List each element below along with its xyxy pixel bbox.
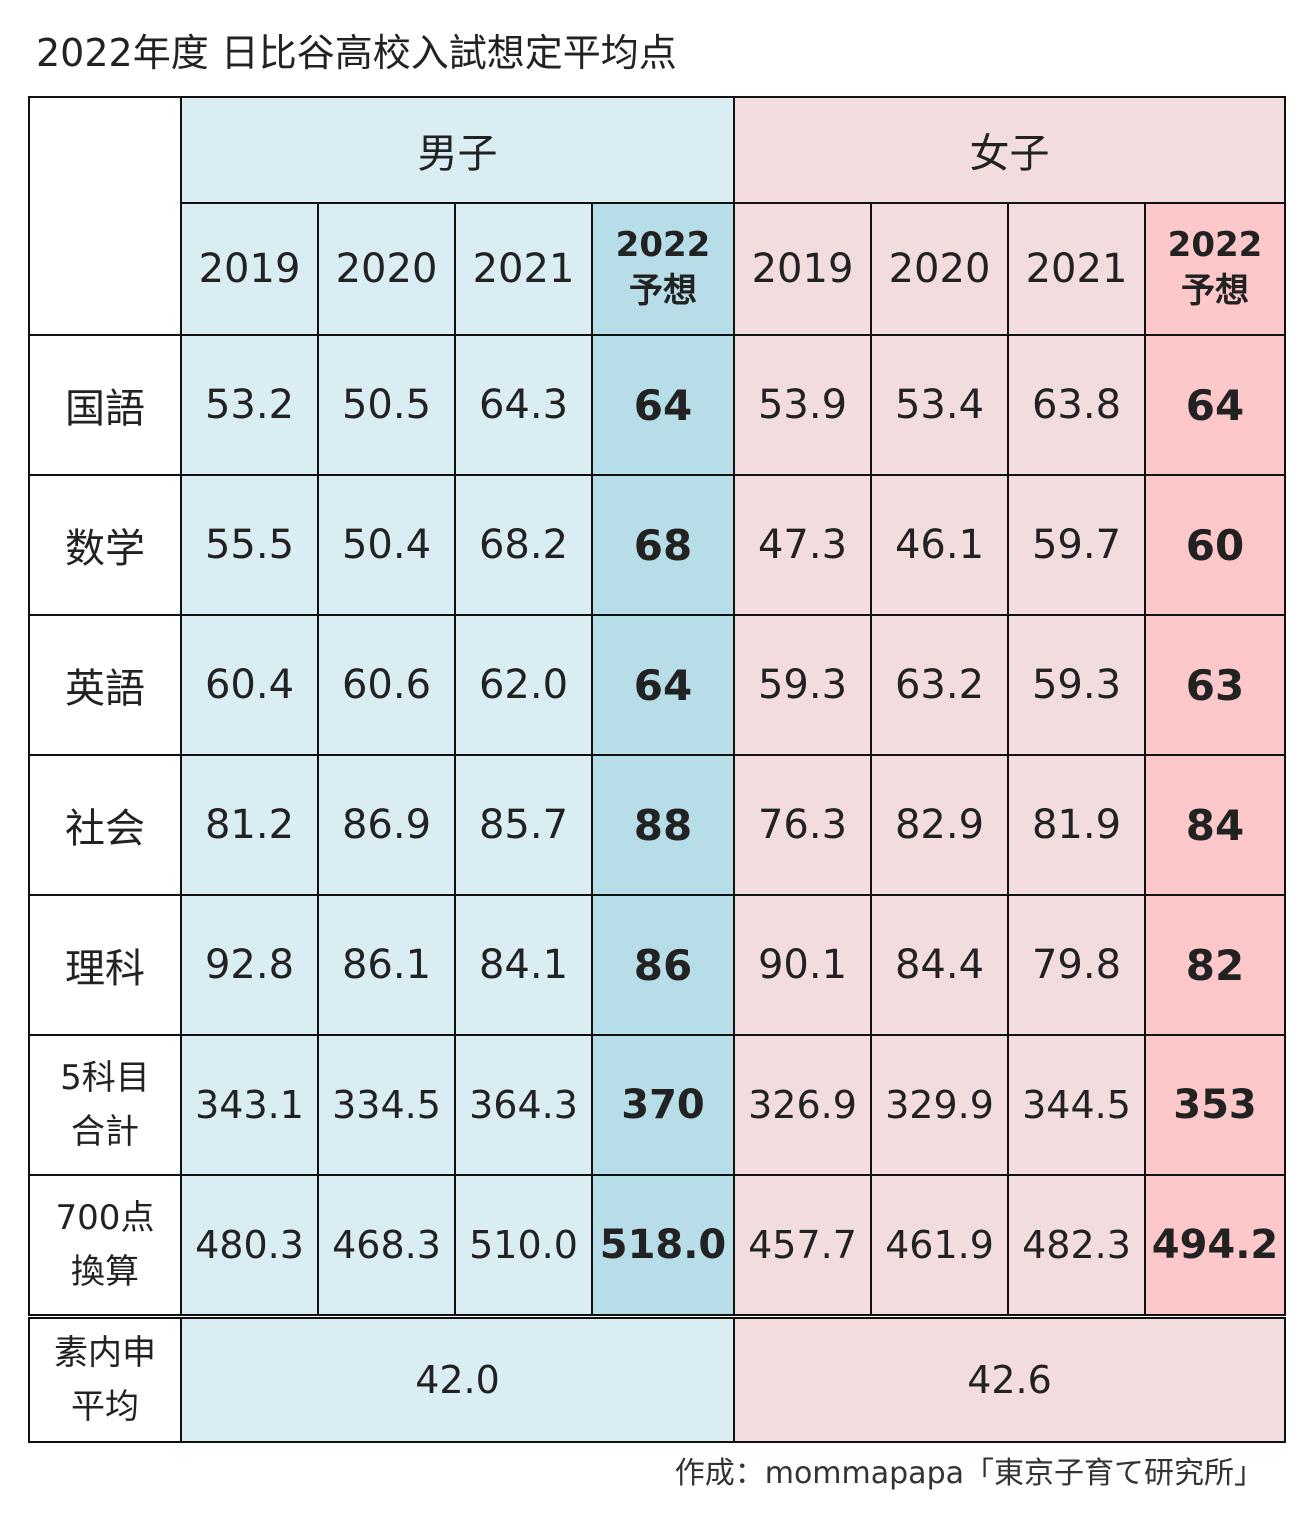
predicted-value-cell: 86 bbox=[591, 894, 735, 1036]
table-row: 5科目 合計 343.1 334.5 364.3 370 326.9 329.9 344.5 35… bbox=[28, 1034, 1286, 1176]
value-cell: 55.5 bbox=[180, 474, 319, 616]
column-header: 2019 bbox=[180, 202, 319, 336]
naishin-female: 42.6 bbox=[733, 1315, 1286, 1443]
row-label-naishin: 素内申 平均 bbox=[28, 1315, 182, 1443]
value-cell: 60.4 bbox=[180, 614, 319, 756]
table-row: 700点 換算 480.3 468.3 510.0 518.0 457.7 461.9 482.… bbox=[28, 1174, 1286, 1319]
predicted-value-cell: 64 bbox=[591, 614, 735, 756]
predicted-value-cell: 82 bbox=[1144, 894, 1286, 1036]
value-cell: 59.3 bbox=[733, 614, 872, 756]
value-cell: 64.3 bbox=[454, 334, 593, 476]
naishin-label-line2: 平均 bbox=[71, 1387, 139, 1427]
value-cell: 50.5 bbox=[317, 334, 456, 476]
value-cell: 329.9 bbox=[870, 1034, 1009, 1176]
predicted-value-cell: 64 bbox=[591, 334, 735, 476]
table-row: 社会 81.2 86.9 85.7 88 76.3 82.9 81.9 84 bbox=[28, 754, 1286, 896]
value-cell: 334.5 bbox=[317, 1034, 456, 1176]
corner-cell bbox=[28, 96, 182, 336]
value-cell: 53.4 bbox=[870, 334, 1009, 476]
column-header: 2019 bbox=[733, 202, 872, 336]
value-cell: 86.9 bbox=[317, 754, 456, 896]
row-label: 英語 bbox=[28, 614, 182, 756]
value-cell: 326.9 bbox=[733, 1034, 872, 1176]
column-header-predicted: 2022 予想 bbox=[591, 202, 735, 336]
column-header-predicted: 2022 予想 bbox=[1144, 202, 1286, 336]
row-label-line2: 合計 bbox=[71, 1112, 139, 1152]
value-cell: 86.1 bbox=[317, 894, 456, 1036]
value-cell: 59.3 bbox=[1007, 614, 1146, 756]
value-cell: 482.3 bbox=[1007, 1174, 1146, 1319]
value-cell: 92.8 bbox=[180, 894, 319, 1036]
predicted-value-cell: 518.0 bbox=[591, 1174, 735, 1319]
naishin-male: 42.0 bbox=[180, 1315, 735, 1443]
row-label: 数学 bbox=[28, 474, 182, 616]
predicted-value-cell: 353 bbox=[1144, 1034, 1286, 1176]
column-header: 2021 bbox=[454, 202, 593, 336]
predicted-value-cell: 494.2 bbox=[1144, 1174, 1286, 1319]
row-label-line1: 5科目 bbox=[60, 1057, 150, 1098]
predicted-value-cell: 60 bbox=[1144, 474, 1286, 616]
table-row: 英語 60.4 60.6 62.0 64 59.3 63.2 59.3 63 bbox=[28, 614, 1286, 756]
value-cell: 344.5 bbox=[1007, 1034, 1146, 1176]
predicted-value-cell: 68 bbox=[591, 474, 735, 616]
credit-text: 作成：mommapapa「東京子育て研究所」 bbox=[674, 1456, 1264, 1491]
row-label-line1: 700点 bbox=[55, 1197, 155, 1238]
value-cell: 461.9 bbox=[870, 1174, 1009, 1319]
value-cell: 457.7 bbox=[733, 1174, 872, 1319]
value-cell: 59.7 bbox=[1007, 474, 1146, 616]
value-cell: 63.2 bbox=[870, 614, 1009, 756]
predicted-value-cell: 84 bbox=[1144, 754, 1286, 896]
column-header: 2020 bbox=[317, 202, 456, 336]
page-title: 2022年度 日比谷高校入試想定平均点 bbox=[36, 31, 677, 75]
row-label: 理科 bbox=[28, 894, 182, 1036]
value-cell: 60.6 bbox=[317, 614, 456, 756]
row-label: 国語 bbox=[28, 334, 182, 476]
value-cell: 47.3 bbox=[733, 474, 872, 616]
predict-year: 2022 bbox=[1167, 225, 1263, 266]
table-row: 国語 53.2 50.5 64.3 64 53.9 53.4 63.8 64 bbox=[28, 334, 1286, 476]
group-header-male: 男子 bbox=[180, 96, 735, 204]
value-cell: 84.4 bbox=[870, 894, 1009, 1036]
row-label: 5科目合計 bbox=[28, 1034, 182, 1176]
value-cell: 84.1 bbox=[454, 894, 593, 1036]
predicted-value-cell: 88 bbox=[591, 754, 735, 896]
predicted-value-cell: 370 bbox=[591, 1034, 735, 1176]
value-cell: 62.0 bbox=[454, 614, 593, 756]
value-cell: 81.9 bbox=[1007, 754, 1146, 896]
value-cell: 90.1 bbox=[733, 894, 872, 1036]
value-cell: 63.8 bbox=[1007, 334, 1146, 476]
row-label: 700点換算 bbox=[28, 1174, 182, 1319]
value-cell: 68.2 bbox=[454, 474, 593, 616]
naishin-label-line1: 素内申 bbox=[54, 1332, 156, 1373]
value-cell: 50.4 bbox=[317, 474, 456, 616]
score-table: 男子 女子 2019 2020 2021 2022 予想 2019 2020 20… bbox=[28, 96, 1286, 1443]
predicted-value-cell: 63 bbox=[1144, 614, 1286, 756]
predict-label: 予想 bbox=[629, 271, 697, 311]
value-cell: 76.3 bbox=[733, 754, 872, 896]
value-cell: 53.2 bbox=[180, 334, 319, 476]
value-cell: 81.2 bbox=[180, 754, 319, 896]
column-header: 2020 bbox=[870, 202, 1009, 336]
column-header: 2021 bbox=[1007, 202, 1146, 336]
value-cell: 364.3 bbox=[454, 1034, 593, 1176]
table-row: 理科 92.8 86.1 84.1 86 90.1 84.4 79.8 82 bbox=[28, 894, 1286, 1036]
group-header-female: 女子 bbox=[733, 96, 1286, 204]
row-label: 社会 bbox=[28, 754, 182, 896]
table-row: 数学 55.5 50.4 68.2 68 47.3 46.1 59.7 60 bbox=[28, 474, 1286, 616]
value-cell: 480.3 bbox=[180, 1174, 319, 1319]
table-body: 国語 53.2 50.5 64.3 64 53.9 53.4 63.8 64 数学 55.5 50.4… bbox=[28, 334, 1286, 1319]
predict-year: 2022 bbox=[615, 225, 711, 266]
value-cell: 510.0 bbox=[454, 1174, 593, 1319]
row-label-line2: 換算 bbox=[71, 1252, 139, 1292]
value-cell: 468.3 bbox=[317, 1174, 456, 1319]
value-cell: 343.1 bbox=[180, 1034, 319, 1176]
value-cell: 53.9 bbox=[733, 334, 872, 476]
predict-label: 予想 bbox=[1181, 271, 1249, 311]
value-cell: 82.9 bbox=[870, 754, 1009, 896]
value-cell: 46.1 bbox=[870, 474, 1009, 616]
value-cell: 85.7 bbox=[454, 754, 593, 896]
predicted-value-cell: 64 bbox=[1144, 334, 1286, 476]
value-cell: 79.8 bbox=[1007, 894, 1146, 1036]
